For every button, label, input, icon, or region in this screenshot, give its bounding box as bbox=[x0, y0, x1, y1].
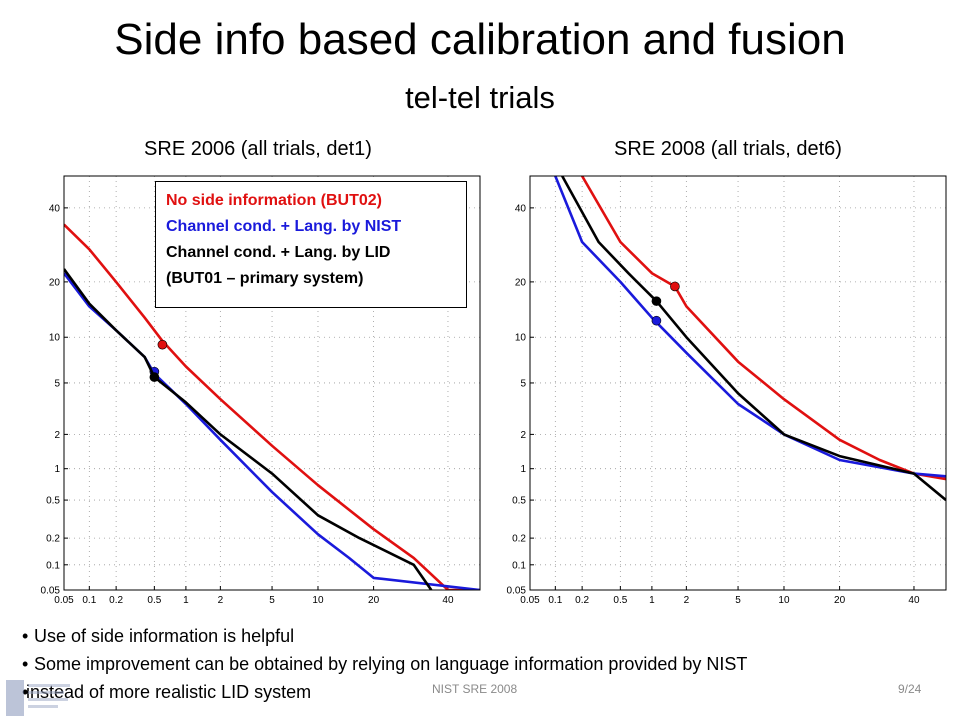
x-tick-label: 1 bbox=[649, 595, 655, 606]
slide-subtitle: tel-tel trials bbox=[405, 80, 555, 115]
det-curve-0 bbox=[64, 223, 480, 590]
det-curve-1 bbox=[554, 176, 946, 478]
mindcf-marker-0 bbox=[157, 339, 168, 350]
x-tick-label: 0.1 bbox=[82, 595, 96, 606]
x-tick-label: 0.05 bbox=[520, 595, 540, 606]
x-tick-label: 5 bbox=[269, 595, 275, 606]
x-tick-label: 2 bbox=[684, 595, 690, 606]
plot-frame bbox=[63, 175, 481, 591]
x-tick-label: 2 bbox=[218, 595, 224, 606]
x-tick-label: 0.5 bbox=[147, 595, 161, 606]
legend-entry-lid-lang: Channel cond. + Lang. by LID bbox=[166, 244, 391, 261]
x-tick-label: 1 bbox=[183, 595, 189, 606]
footer-label: NIST SRE 2008 bbox=[432, 682, 518, 696]
mindcf-marker-2 bbox=[149, 372, 160, 382]
y-tick-label: 1 bbox=[520, 464, 526, 475]
fit-logo bbox=[4, 678, 74, 718]
y-tick-label: 5 bbox=[54, 378, 60, 389]
chart-title-sre2006: SRE 2006 (all trials, det1) bbox=[144, 138, 372, 160]
det-curve-2 bbox=[64, 268, 433, 590]
x-tick-label: 0.05 bbox=[54, 595, 74, 606]
x-tick-label: 10 bbox=[778, 595, 790, 606]
y-tick-label: 2 bbox=[54, 430, 60, 441]
legend-entry-nist-lang: Channel cond. + Lang. by NIST bbox=[166, 218, 402, 235]
plot-frame bbox=[529, 175, 947, 591]
mindcf-marker-0 bbox=[670, 281, 680, 292]
bullet-continuation: instead of more realistic LID system bbox=[22, 678, 747, 706]
legend-entry-no-side-info: No side information (BUT02) bbox=[166, 192, 383, 209]
y-tick-label: 40 bbox=[49, 203, 61, 214]
page-number: 9/24 bbox=[898, 682, 922, 696]
y-tick-label: 10 bbox=[49, 333, 61, 344]
x-tick-label: 0.1 bbox=[548, 595, 562, 606]
y-tick-label: 20 bbox=[49, 277, 61, 288]
y-tick-label: 40 bbox=[515, 203, 527, 214]
x-tick-label: 5 bbox=[735, 595, 741, 606]
slide-title: Side info based calibration and fusion bbox=[114, 15, 846, 64]
det-plot-sre2008: 0.05 0.1 0.2 0.5 1 2 5 10 20 40 0.05 0.1 0.2 0.5 1 2 5 10… bbox=[507, 175, 947, 606]
x-tick-label: 10 bbox=[312, 595, 324, 606]
bullet-item: Some improvement can be obtained by rely… bbox=[22, 650, 747, 678]
chart-title-sre2008: SRE 2008 (all trials, det6) bbox=[614, 138, 842, 160]
mindcf-marker-1 bbox=[651, 315, 662, 326]
y-tick-label: 0.5 bbox=[512, 496, 526, 507]
y-tick-label: 5 bbox=[520, 378, 526, 389]
x-tick-label: 0.2 bbox=[109, 595, 123, 606]
y-tick-label: 20 bbox=[515, 277, 527, 288]
x-tick-label: 20 bbox=[834, 595, 846, 606]
y-tick-label: 0.05 bbox=[507, 586, 527, 597]
det-curve-0 bbox=[580, 176, 946, 481]
y-tick-label: 0.2 bbox=[512, 534, 526, 545]
y-tick-label: 0.05 bbox=[41, 586, 61, 597]
det-plot-sre2006: 0.05 0.1 0.2 0.5 1 2 5 10 20 40 0.05 0.1 0.2 0.5 1 2 5 10… bbox=[41, 175, 481, 606]
y-tick-label: 1 bbox=[54, 464, 60, 475]
y-tick-label: 0.1 bbox=[512, 560, 526, 571]
legend: No side information (BUT02) Channel cond… bbox=[155, 181, 467, 308]
x-tick-label: 40 bbox=[442, 595, 454, 606]
det-curve-2 bbox=[561, 176, 946, 502]
legend-entry-primary-system: (BUT01 – primary system) bbox=[166, 270, 364, 287]
y-tick-label: 2 bbox=[520, 430, 526, 441]
x-tick-label: 20 bbox=[368, 595, 380, 606]
y-tick-label: 0.2 bbox=[46, 534, 60, 545]
bullet-item: Use of side information is helpful bbox=[22, 622, 747, 650]
mindcf-marker-2 bbox=[651, 296, 662, 306]
x-tick-label: 40 bbox=[908, 595, 920, 606]
bullet-list: Use of side information is helpful Some … bbox=[22, 622, 747, 706]
x-tick-label: 0.2 bbox=[575, 595, 589, 606]
y-tick-label: 0.5 bbox=[46, 496, 60, 507]
y-tick-label: 0.1 bbox=[46, 560, 60, 571]
x-tick-label: 0.5 bbox=[613, 595, 627, 606]
y-tick-label: 10 bbox=[515, 333, 527, 344]
